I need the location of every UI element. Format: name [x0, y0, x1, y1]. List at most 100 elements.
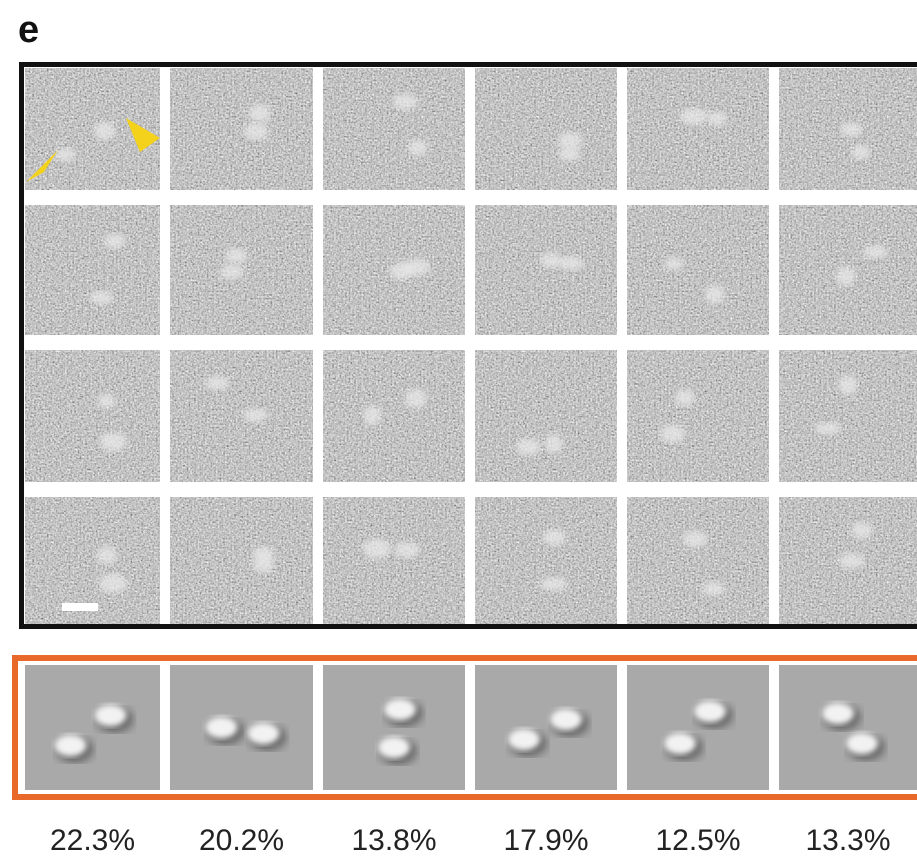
particle	[558, 256, 583, 270]
particle	[94, 122, 115, 140]
particle	[540, 253, 561, 268]
particle	[90, 291, 113, 304]
particle	[243, 408, 268, 422]
density	[378, 737, 410, 759]
density	[384, 699, 416, 721]
particle	[683, 531, 708, 547]
particle	[100, 432, 127, 451]
class-average-tile	[323, 665, 465, 790]
particle	[814, 422, 841, 434]
particle	[558, 132, 582, 149]
particle	[851, 522, 872, 538]
percentage-label: 12.5%	[655, 824, 740, 857]
particle	[543, 529, 566, 545]
class-average-tile	[170, 665, 313, 790]
tile-background	[323, 665, 465, 790]
micrograph-tile	[475, 350, 617, 482]
micrograph-tile	[779, 68, 917, 190]
particle	[395, 542, 420, 557]
panel-label: e	[18, 9, 39, 51]
density	[822, 703, 854, 725]
micrograph-tile	[25, 205, 160, 335]
class-average-tile	[627, 665, 769, 790]
particle	[680, 108, 707, 124]
particle	[393, 94, 418, 110]
particle	[205, 376, 229, 390]
particle	[675, 389, 695, 406]
density	[206, 717, 238, 739]
particle	[664, 258, 684, 271]
percentage-label: 13.3%	[805, 824, 890, 857]
tile-noise	[323, 497, 465, 624]
tile-noise	[475, 350, 617, 482]
micrograph-tile	[779, 497, 917, 624]
micrograph-tile	[627, 68, 769, 190]
tile-noise	[25, 205, 160, 335]
particle	[225, 248, 247, 263]
tile-noise	[627, 350, 769, 482]
tile-noise	[170, 350, 313, 482]
micrograph-tile	[627, 497, 769, 624]
tile-noise	[475, 205, 617, 335]
particle	[363, 406, 381, 425]
micrograph-tile	[170, 205, 313, 335]
tile-background	[627, 665, 769, 790]
particle	[405, 389, 427, 408]
tile-background	[25, 665, 160, 790]
density	[550, 709, 582, 731]
micrograph-tile	[323, 205, 465, 335]
micrograph-tile	[170, 68, 313, 190]
percentage-label: 13.8%	[351, 824, 436, 857]
particle	[390, 262, 413, 280]
particle	[97, 546, 117, 564]
tile-noise	[627, 68, 769, 190]
particle	[851, 145, 870, 159]
tile-noise	[25, 350, 160, 482]
tile-noise	[323, 68, 465, 190]
page: e 22.3%20.2%13.8%17.9%12.5%13.3% (() => …	[0, 0, 917, 859]
tile-noise	[627, 497, 769, 624]
micrograph-tile	[779, 205, 917, 335]
density	[846, 733, 878, 755]
tile-background	[475, 665, 617, 790]
tile-noise	[779, 350, 917, 482]
micrograph-tile	[25, 350, 160, 482]
percentage-label: 20.2%	[199, 824, 284, 857]
particle	[516, 438, 540, 455]
micrograph-tile	[627, 350, 769, 482]
particle	[707, 112, 727, 126]
particle	[840, 123, 862, 137]
density	[694, 701, 726, 723]
micrograph-tile	[323, 497, 465, 624]
micrograph-tile	[475, 68, 617, 190]
particle	[99, 574, 127, 594]
particle	[98, 394, 116, 408]
particle	[244, 123, 269, 140]
particle	[836, 266, 855, 285]
class-average-tile	[25, 665, 160, 790]
particle	[540, 577, 567, 591]
particle	[702, 582, 725, 595]
micrograph-tile	[475, 497, 617, 624]
density	[248, 723, 280, 745]
particle	[863, 245, 887, 258]
micrograph-tile	[627, 205, 769, 335]
tile-noise	[170, 68, 313, 190]
micrograph-tile	[170, 497, 313, 624]
particle	[660, 425, 685, 443]
tile-noise	[323, 350, 465, 482]
density	[55, 735, 87, 757]
percentage-label: 22.3%	[50, 824, 135, 857]
scale-bar	[62, 603, 98, 611]
particle	[559, 147, 581, 162]
percentage-label: 17.9%	[503, 824, 588, 857]
particle	[408, 140, 427, 156]
micrograph-tile	[779, 350, 917, 482]
particle	[363, 539, 391, 559]
micrograph-tile	[475, 205, 617, 335]
micrograph-tile	[323, 350, 465, 482]
tile-noise	[475, 497, 617, 624]
particle	[55, 148, 76, 162]
particle	[838, 375, 857, 394]
figure-panel: e 22.3% 20.2% 13.8% 17.9% 12.5% 13.3%	[0, 0, 917, 859]
